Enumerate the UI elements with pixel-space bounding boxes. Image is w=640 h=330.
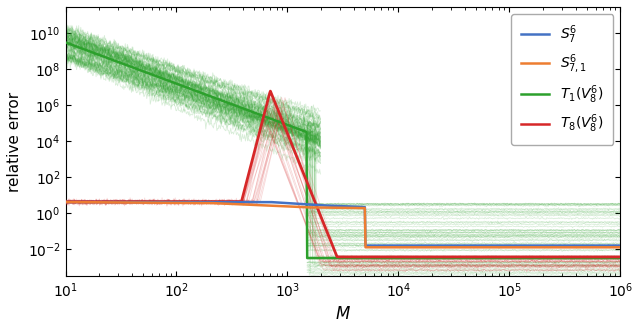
- X-axis label: $M$: $M$: [335, 305, 351, 323]
- Legend: $S_7^6$, $S_{7,1}^6$, $T_1(V_8^6)$, $T_8(V_8^6)$: $S_7^6$, $S_{7,1}^6$, $T_1(V_8^6)$, $T_8…: [511, 14, 614, 145]
- Y-axis label: relative error: relative error: [7, 91, 22, 191]
